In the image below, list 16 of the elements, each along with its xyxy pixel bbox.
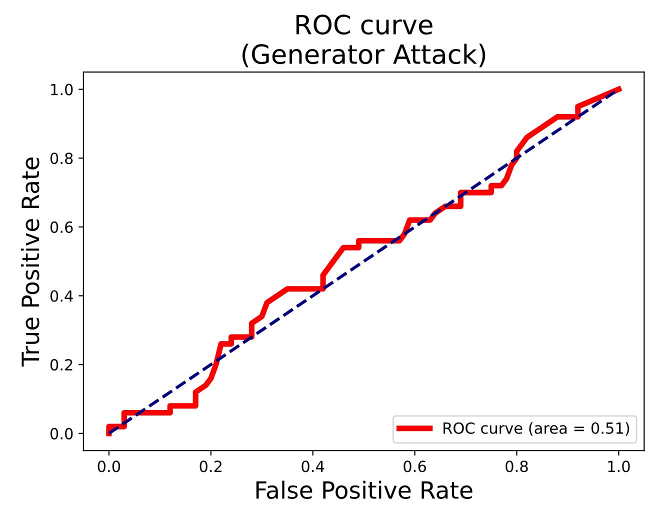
x-axis-title: False Positive Rate bbox=[256, 480, 472, 499]
chart-title: ROC curve (Generator Attack) bbox=[242, 14, 486, 68]
x-tick-label: 0.8 bbox=[506, 460, 528, 472]
y-tick-label: 0.0 bbox=[50, 428, 73, 440]
x-tick-label: 0.2 bbox=[200, 460, 222, 472]
x-tick-label: 1.0 bbox=[608, 460, 630, 472]
y-tick-label: 0.8 bbox=[50, 152, 73, 164]
y-tick-label: 1.0 bbox=[51, 84, 73, 96]
y-tick-label: 0.2 bbox=[50, 359, 72, 371]
x-tick-label: 0.0 bbox=[98, 460, 120, 472]
x-tick-label: 0.4 bbox=[302, 460, 324, 472]
legend-label: ROC curve (area = 0.51) bbox=[444, 422, 630, 436]
y-tick-label: 0.6 bbox=[50, 221, 73, 233]
x-tick-label: 0.6 bbox=[404, 460, 426, 472]
y-tick-label: 0.4 bbox=[50, 290, 73, 302]
y-axis-title: True Positive Rate bbox=[21, 157, 40, 367]
